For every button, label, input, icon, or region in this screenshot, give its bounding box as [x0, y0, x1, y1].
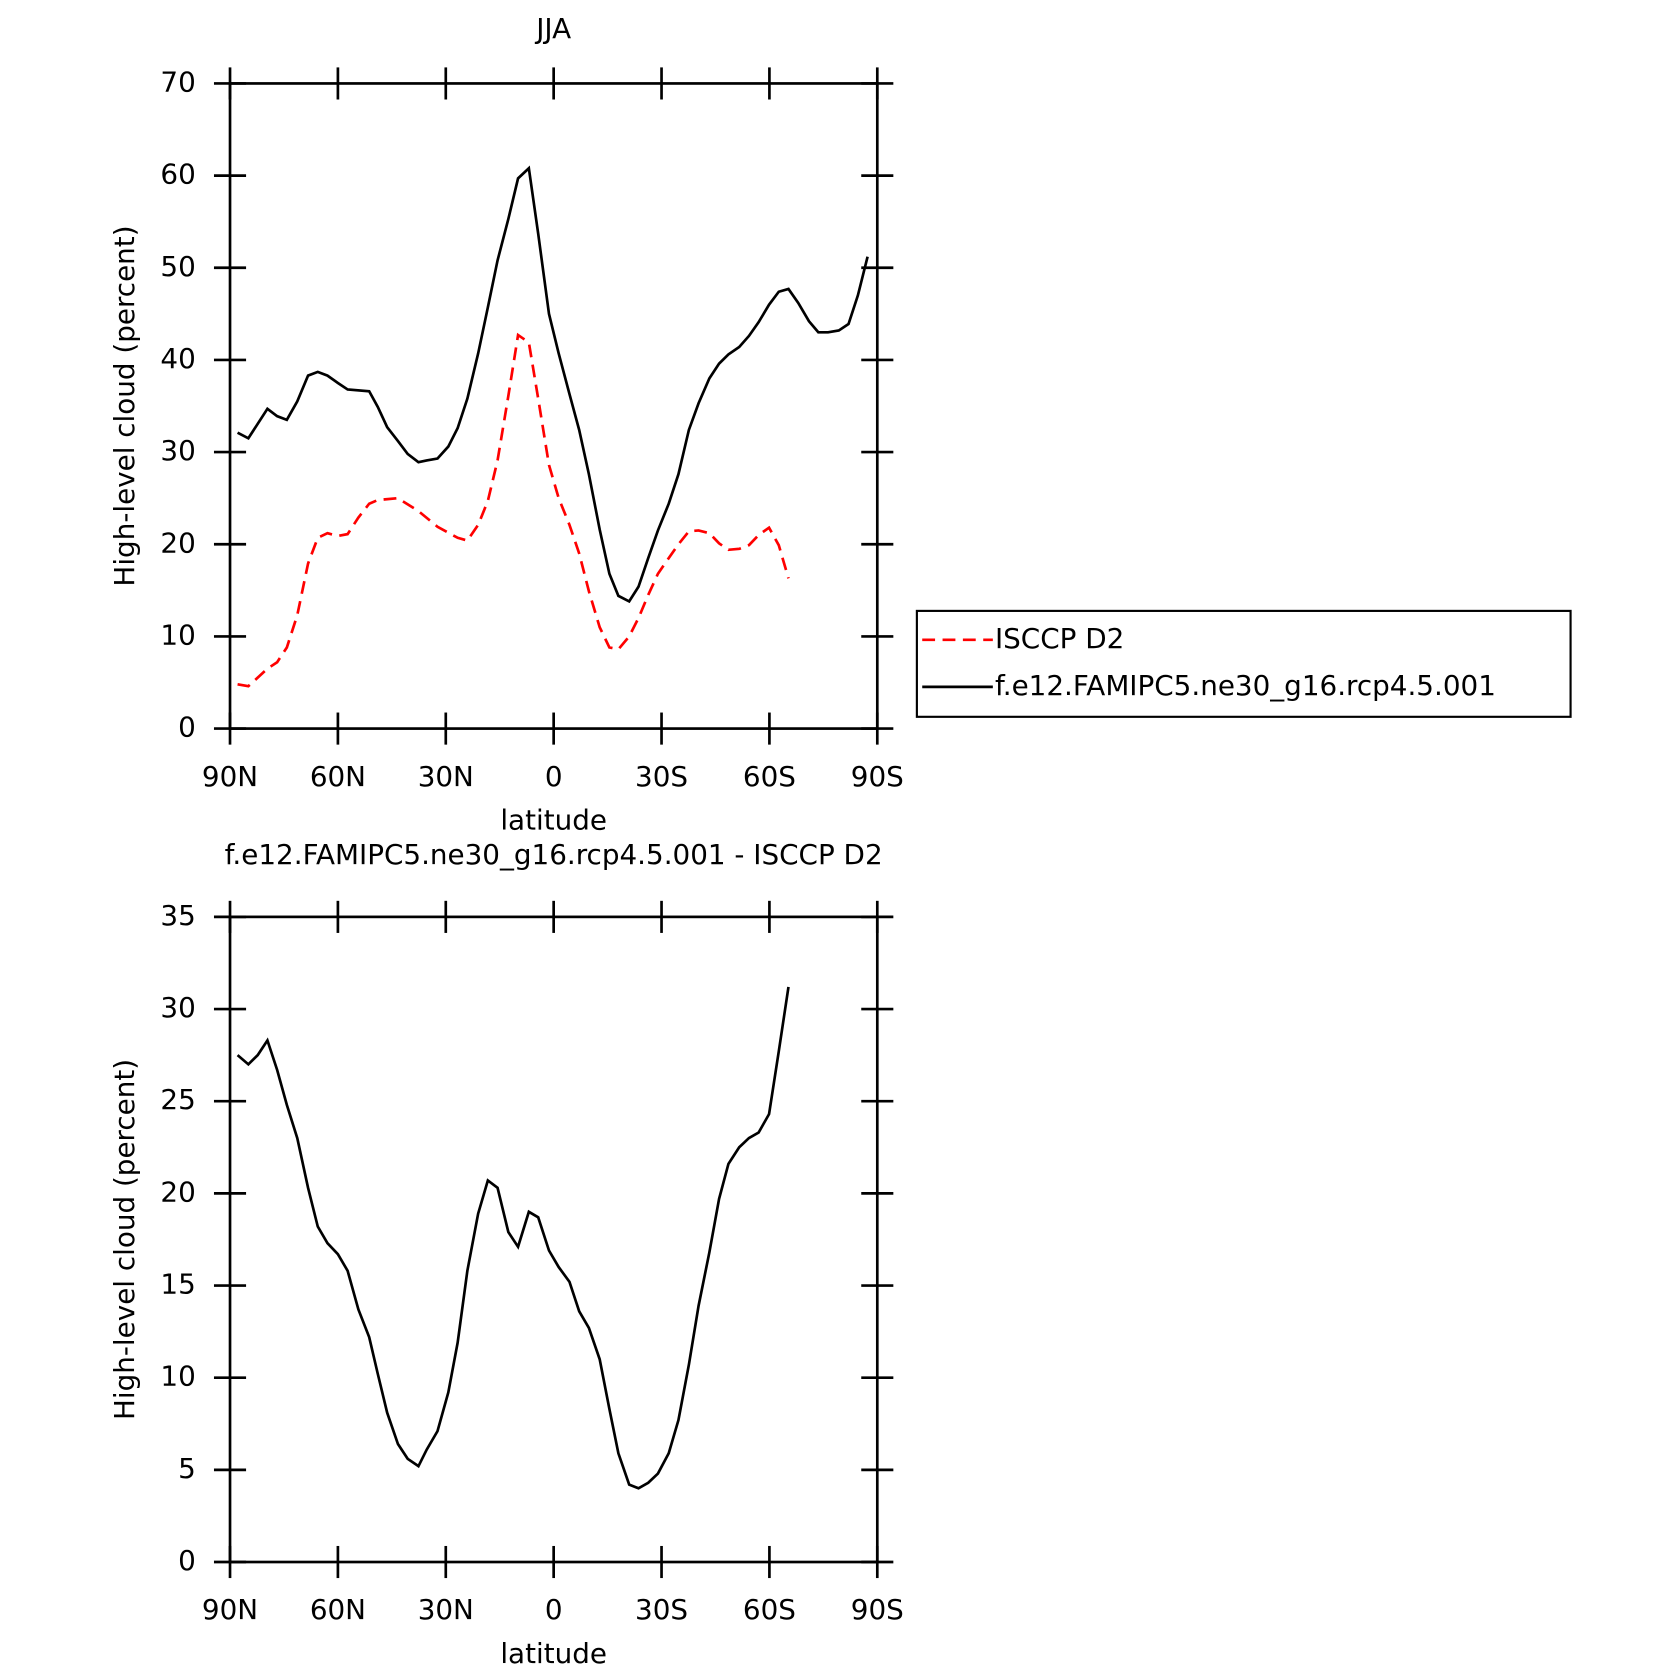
plot-frame	[228, 915, 879, 1564]
x-tick-label: 0	[545, 1593, 563, 1626]
x-tick-label: 30N	[418, 1593, 474, 1626]
y-tick-label: 40	[160, 342, 195, 375]
y-axis-label: High-level cloud (percent)	[108, 225, 141, 586]
y-tick-label: 5	[178, 1452, 196, 1485]
y-tick-label: 30	[160, 434, 195, 467]
y-tick-label: 10	[160, 618, 195, 651]
y-tick-label: 15	[160, 1268, 195, 1301]
y-tick-label: 30	[160, 991, 195, 1024]
y-axis-label: High-level cloud (percent)	[108, 1059, 141, 1420]
x-tick-label: 30S	[635, 760, 688, 793]
data-line	[237, 332, 790, 688]
y-tick-label: 35	[160, 899, 195, 932]
y-tick-label: 50	[160, 250, 195, 283]
y-tick-label: 20	[160, 1175, 195, 1208]
x-tick-label: 0	[545, 760, 563, 793]
y-tick-label: 70	[160, 65, 195, 98]
y-tick-label: 60	[160, 158, 195, 191]
plot-frame	[228, 82, 879, 730]
y-tick-label: 0	[178, 1544, 196, 1577]
x-tick-label: 90S	[851, 760, 904, 793]
x-tick-label: 90S	[851, 1593, 904, 1626]
chart-title: JJA	[534, 12, 571, 45]
data-line	[236, 986, 790, 1490]
x-tick-label: 60N	[310, 760, 366, 793]
x-axis-label: latitude	[500, 804, 607, 837]
legend-label: ISCCP D2	[995, 622, 1124, 655]
legend-box	[915, 609, 1572, 718]
chart-title: f.e12.FAMIPC5.ne30_g16.rcp4.5.001 - ISCC…	[225, 838, 883, 871]
x-tick-label: 90N	[202, 1593, 258, 1626]
x-tick-label: 30S	[635, 1593, 688, 1626]
y-tick-label: 20	[160, 526, 195, 559]
x-tick-label: 90N	[202, 760, 258, 793]
x-tick-label: 60N	[310, 1593, 366, 1626]
x-tick-label: 60S	[743, 760, 796, 793]
legend-label: f.e12.FAMIPC5.ne30_g16.rcp4.5.001	[995, 669, 1496, 702]
y-tick-label: 25	[160, 1083, 195, 1116]
x-axis-label: latitude	[500, 1637, 607, 1669]
x-tick-label: 60S	[743, 1593, 796, 1626]
legend: ISCCP D2 f.e12.FAMIPC5.ne30_g16.rcp4.5.00…	[915, 609, 1572, 718]
data-line	[236, 165, 869, 604]
y-tick-label: 10	[160, 1360, 195, 1393]
x-tick-label: 30N	[418, 760, 474, 793]
y-tick-label: 0	[178, 711, 196, 744]
